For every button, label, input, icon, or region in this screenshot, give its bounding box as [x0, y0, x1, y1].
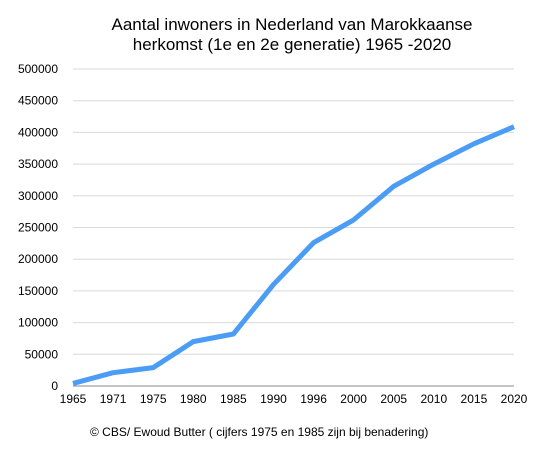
series-group [72, 124, 515, 386]
y-tick-label: 0 [51, 379, 58, 393]
y-tick-label: 150000 [18, 284, 58, 298]
y-tick-label: 200000 [18, 252, 58, 266]
chart-title-line: herkomst (1e en 2e generatie) 1965 -2020 [133, 35, 451, 54]
x-tick-label: 2005 [380, 392, 407, 406]
y-tick-label: 50000 [25, 347, 59, 361]
y-tick-label: 300000 [18, 189, 58, 203]
x-tick-label: 1971 [100, 392, 127, 406]
series-line [72, 124, 515, 386]
chart-caption: © CBS/ Ewoud Butter ( cijfers 1975 en 19… [90, 425, 428, 439]
y-tick-label: 450000 [18, 94, 58, 108]
x-tick-label: 1985 [220, 392, 247, 406]
x-tick-label: 1975 [140, 392, 167, 406]
gridlines [73, 68, 514, 387]
x-tick-label: 1996 [300, 392, 327, 406]
y-tick-label: 100000 [18, 316, 58, 330]
y-tick-label: 250000 [18, 221, 58, 235]
chart-title: Aantal inwoners in Nederland van Marokka… [112, 15, 473, 54]
y-tick-label: 350000 [18, 157, 58, 171]
x-tick-label: 2020 [501, 392, 528, 406]
x-tick-label: 1965 [60, 392, 87, 406]
y-axis-tick-labels: 0 50000 100000 150000 200000 250000 300000 3500… [18, 62, 58, 393]
y-tick-label: 500000 [18, 62, 58, 76]
x-tick-label: 2000 [340, 392, 367, 406]
x-tick-label: 1990 [260, 392, 287, 406]
x-axis-tick-labels: 1965 1971 1975 1980 1985 1990 1996 2000 2005 2010… [60, 392, 528, 406]
x-tick-label: 2010 [420, 392, 447, 406]
y-tick-label: 400000 [18, 125, 58, 139]
x-tick-label: 1980 [180, 392, 207, 406]
chart-title-line: Aantal inwoners in Nederland van Marokka… [112, 15, 473, 34]
x-tick-label: 2015 [461, 392, 488, 406]
